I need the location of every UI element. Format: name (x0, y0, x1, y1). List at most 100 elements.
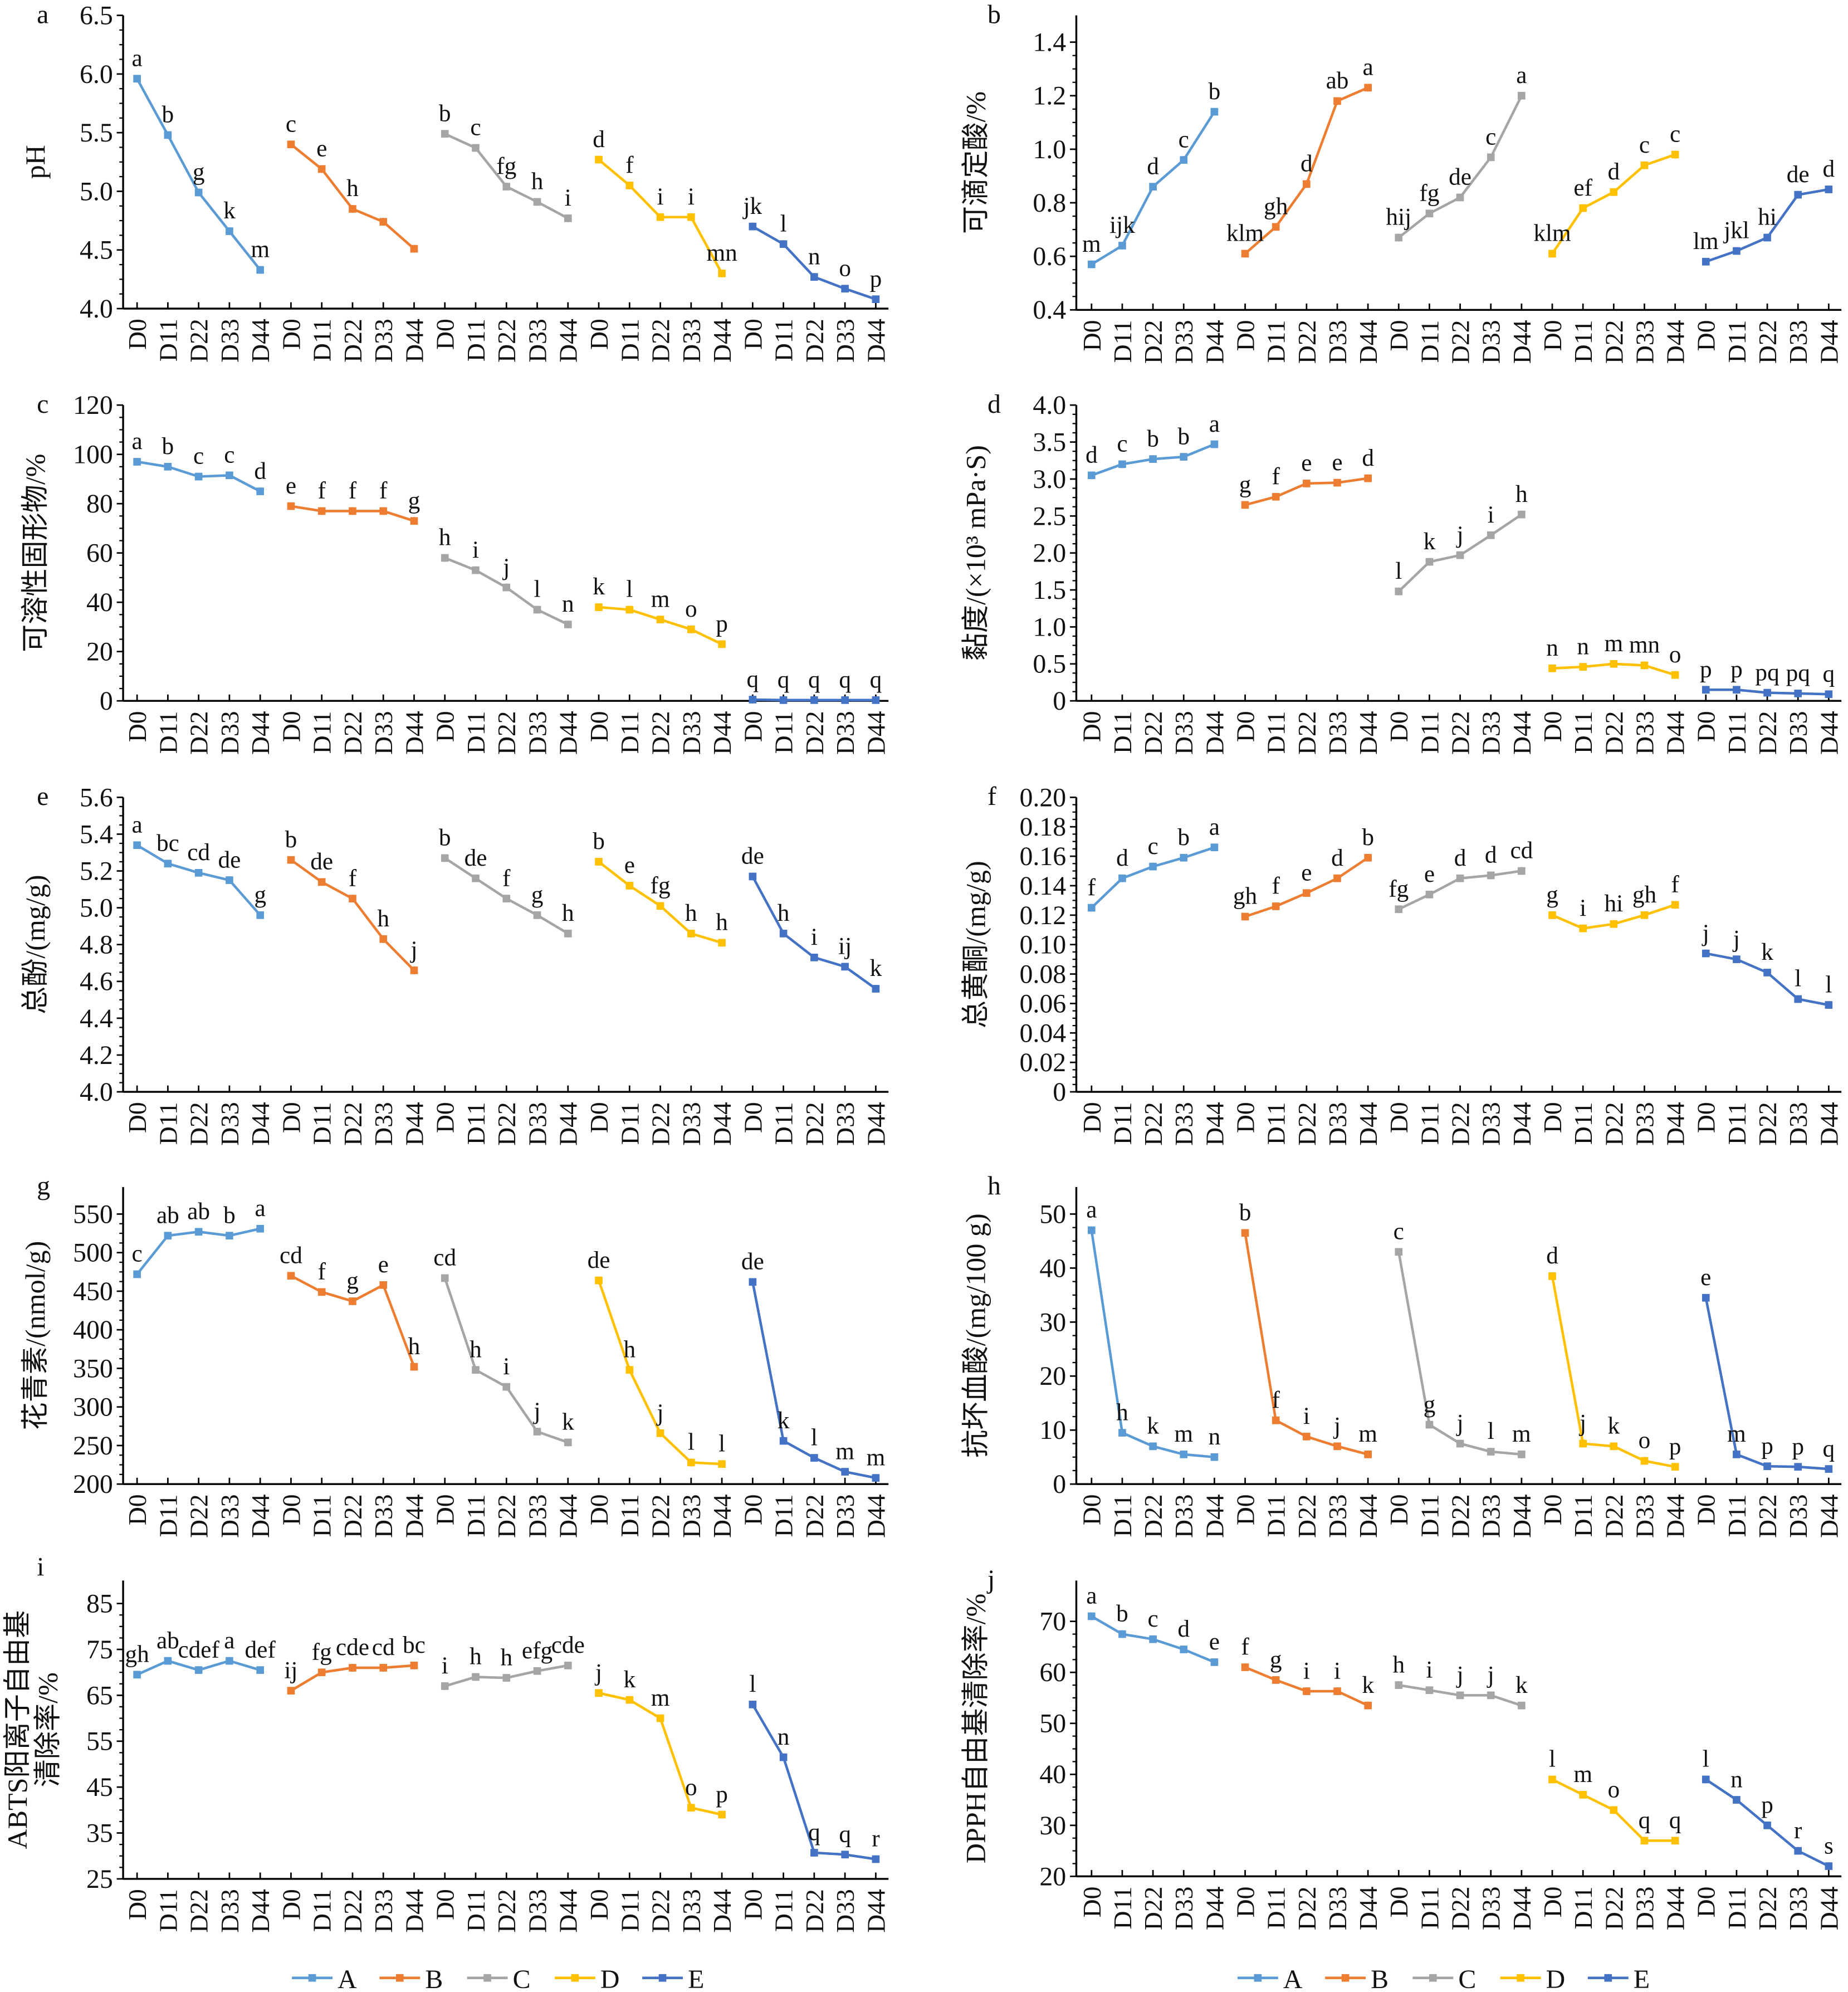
x-tick-label: D11 (615, 711, 644, 754)
series-B: f g i ik (1241, 1633, 1374, 1710)
x-tick-label: D22 (492, 319, 521, 362)
x-tick-label: D22 (800, 1494, 829, 1537)
x-tick-label: D33 (1477, 320, 1505, 364)
significance-label: f (1671, 871, 1679, 898)
significance-label: fg (312, 1638, 332, 1665)
significance-label: g (1239, 471, 1251, 498)
legend-label: A (338, 1965, 357, 1992)
data-point (226, 1232, 233, 1240)
x-tick-label: D22 (1753, 1887, 1782, 1930)
significance-label: p (1730, 656, 1743, 682)
significance-label: e (1301, 450, 1312, 476)
significance-label: b (439, 824, 451, 851)
legend-marker (571, 1974, 579, 1982)
legend-left: A B C D E (292, 1965, 704, 1992)
significance-label: h (562, 900, 574, 926)
significance-label: h (377, 905, 389, 932)
y-tick-label: 2.0 (1033, 539, 1066, 568)
y-tick-label: 0.06 (1019, 989, 1066, 1018)
significance-label: fg (1389, 875, 1409, 902)
x-tick-label: D11 (1569, 711, 1597, 754)
x-tick-label: D11 (1262, 1494, 1290, 1537)
significance-label: p (716, 1781, 728, 1808)
x-tick-label: D11 (1262, 1887, 1290, 1930)
series-B: gh f edb (1233, 824, 1374, 921)
x-tick-label: D22 (1600, 1887, 1628, 1930)
x-tick-label: D11 (1415, 1494, 1444, 1537)
x-tick-label: D22 (1139, 711, 1167, 754)
x-tick-label: D0 (1078, 711, 1106, 742)
significance-label: h (1392, 1651, 1405, 1678)
x-tick-label: D44 (554, 711, 583, 755)
y-tick-label: 30 (1039, 1307, 1066, 1337)
x-tick-label: D33 (1323, 711, 1352, 754)
significance-label: pq (1786, 660, 1810, 686)
significance-label: de (218, 846, 241, 873)
significance-label: d (1301, 150, 1313, 177)
data-point (749, 222, 757, 231)
y-tick-label: 10 (1039, 1415, 1066, 1445)
x-tick-label: D11 (1723, 1494, 1751, 1537)
significance-label: mn (706, 240, 737, 266)
x-tick-label: D22 (1139, 1102, 1167, 1145)
x-tick-label: D0 (739, 711, 767, 742)
significance-label: h (716, 909, 728, 936)
x-tick-label: D33 (1477, 1494, 1505, 1537)
y-tick-label: 4.0 (80, 1077, 113, 1107)
significance-label: l (1549, 1746, 1556, 1773)
x-tick-label: D11 (1723, 711, 1751, 754)
x-tick-label: D22 (339, 1494, 367, 1537)
data-point (656, 1429, 664, 1437)
significance-label: bc (157, 830, 179, 857)
x-tick-label: D11 (1108, 1494, 1137, 1537)
data-point (1825, 1862, 1833, 1870)
legend-marker (658, 1974, 667, 1982)
y-tick-label: 500 (73, 1238, 113, 1268)
data-point (687, 1458, 695, 1467)
x-tick-label: D22 (800, 319, 829, 362)
data-point (533, 1428, 541, 1436)
data-point (1456, 874, 1464, 882)
data-point (564, 1661, 572, 1669)
significance-label: p (1761, 1432, 1773, 1459)
significance-label: k (562, 1409, 574, 1436)
significance-label: b (439, 100, 451, 126)
x-tick-label: D22 (1446, 320, 1475, 364)
significance-label: f (1272, 1386, 1280, 1413)
legend-marker (1604, 1974, 1612, 1982)
y-tick-label: 40 (86, 588, 113, 617)
x-tick-label: D22 (185, 1102, 213, 1145)
x-tick-label: D11 (154, 1102, 182, 1145)
data-point (1180, 453, 1188, 461)
series-line (598, 606, 723, 646)
data-point (317, 1668, 326, 1677)
x-tick-label: D44 (554, 1102, 583, 1146)
x-tick-label: D11 (1108, 1102, 1137, 1145)
x-tick-label: D11 (770, 1494, 798, 1537)
y-tick-label: 4.0 (80, 294, 113, 324)
data-point (349, 205, 356, 213)
x-tick-label: D0 (1385, 711, 1413, 742)
data-point (1210, 1453, 1219, 1461)
data-point (287, 1687, 295, 1695)
panel-letter: f (987, 782, 996, 811)
series-B: b fi j m (1239, 1199, 1377, 1458)
data-point (194, 1228, 203, 1236)
significance-label: f (1272, 463, 1280, 490)
data-point (1303, 1433, 1311, 1441)
significance-label: l (1795, 965, 1801, 992)
data-point (410, 1363, 418, 1371)
series-B: ceh (286, 110, 418, 253)
y-tick-label: 350 (73, 1354, 113, 1383)
data-point (317, 507, 326, 515)
significance-label: h (408, 1333, 421, 1360)
data-point (779, 930, 788, 938)
y-tick-label: 5.0 (80, 177, 113, 206)
data-point (872, 696, 880, 704)
x-tick-label: D33 (1630, 1494, 1659, 1537)
significance-label: klm (1533, 220, 1571, 247)
